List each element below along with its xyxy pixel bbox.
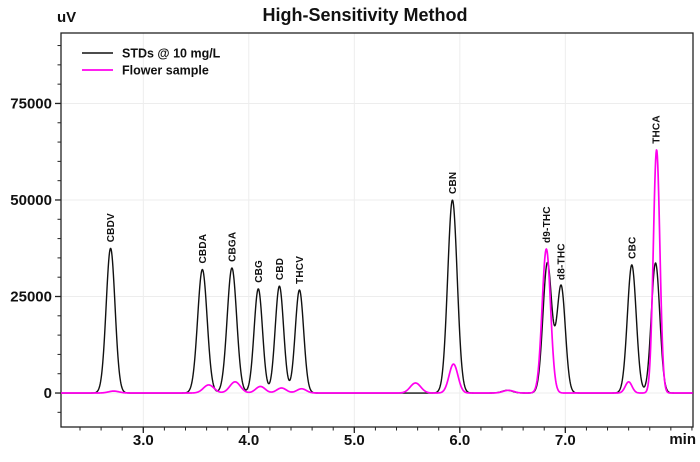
- x-tick-label: 5.0: [344, 432, 365, 449]
- flower-trace-line: [60, 149, 694, 394]
- peak-label-cbg: CBG: [254, 260, 265, 283]
- plot-area-border: [60, 32, 694, 428]
- y-axis-unit-label: uV: [57, 9, 76, 26]
- y-tick-label: 75000: [10, 95, 52, 112]
- peak-label-thca: THCA: [652, 115, 663, 144]
- y-tick-label: 25000: [10, 289, 52, 306]
- x-tick-label: 6.0: [449, 432, 470, 449]
- legend-label-std: STDs @ 10 mg/L: [122, 47, 221, 61]
- legend-label-flower: Flower sample: [122, 64, 209, 78]
- x-tick-label: 4.0: [238, 432, 259, 449]
- y-tick-label: 0: [44, 385, 52, 402]
- peak-label-thcv: THCV: [295, 256, 306, 284]
- axis-ticks: [55, 45, 693, 433]
- axis-tick-labels: 3.0 4.0 5.0 6.0 7.0 0 25000 50000 75000: [10, 95, 575, 449]
- peak-label-cbc: CBC: [627, 237, 638, 259]
- peak-label-cbn: CBN: [448, 172, 459, 194]
- y-tick-label: 50000: [10, 192, 52, 209]
- peak-labels: CBDV CBDA CBGA CBG CBD THCV CBN d9-THC d8-THC CBC…: [106, 115, 662, 284]
- legend: STDs @ 10 mg/L Flower sample: [82, 47, 221, 78]
- x-axis-unit-label: min: [669, 431, 696, 448]
- peak-label-d9-thc: d9-THC: [542, 206, 553, 243]
- peak-label-cbdv: CBDV: [106, 213, 117, 242]
- chart-title: High-Sensitivity Method: [262, 5, 467, 25]
- x-tick-label: 7.0: [555, 432, 576, 449]
- peak-label-cbga: CBGA: [227, 232, 238, 262]
- chromatogram-traces: [60, 149, 694, 394]
- gridlines: [61, 33, 693, 427]
- peak-label-d8-thc: d8-THC: [557, 243, 568, 280]
- x-tick-label: 3.0: [133, 432, 154, 449]
- peak-label-cbda: CBDA: [198, 234, 209, 264]
- peak-label-cbd: CBD: [275, 258, 286, 280]
